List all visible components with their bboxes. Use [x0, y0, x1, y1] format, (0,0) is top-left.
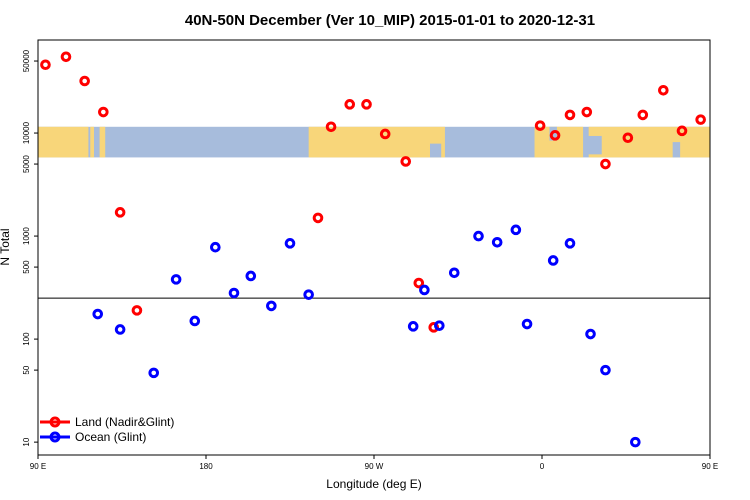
ocean-point [419, 284, 430, 296]
y-tick-label: 1000 [22, 227, 31, 245]
x-tick-label: 90 W [365, 462, 384, 471]
land-point [312, 212, 324, 224]
y-tick-label: 50 [22, 365, 31, 374]
ocean-point [114, 324, 126, 335]
ocean-point [521, 318, 533, 330]
water-caspian [672, 142, 681, 158]
land-japan [99, 126, 106, 158]
land-point [549, 130, 561, 141]
land-europe [534, 126, 584, 158]
axes: 90 E 180 90 W 0 90 E 10 50 100 500 1000 5000 10000 5… [22, 49, 718, 471]
legend: Land (Nadir&Glint) Ocean (Glint) [40, 415, 174, 444]
x-tick-label: 90 E [702, 462, 718, 471]
land-point [637, 109, 649, 121]
water-baltic [586, 135, 602, 155]
x-tick-label: 90 E [30, 462, 46, 471]
world-map-strip [38, 126, 710, 158]
land-point [534, 120, 546, 131]
x-axis-label: Longitude (deg E) [326, 477, 421, 491]
ocean-point [210, 241, 221, 253]
ocean-point [630, 436, 641, 448]
x-tick-label: 180 [199, 462, 213, 471]
ocean-point [473, 230, 484, 242]
ocean-point [245, 270, 257, 282]
land-point [658, 84, 669, 96]
ocean-point [228, 287, 240, 299]
land-point [131, 305, 143, 316]
land-point [98, 106, 109, 118]
land-point [40, 59, 51, 71]
y-tick-label: 10000 [22, 121, 31, 144]
land-eurasia [588, 126, 710, 158]
land-point [60, 51, 72, 63]
y-tick-label: 50000 [22, 49, 31, 72]
ocean-point [510, 224, 522, 236]
land-point [581, 106, 593, 118]
land-asia [38, 126, 89, 158]
chart-title: 40N-50N December (Ver 10_MIP) 2015-01-01… [185, 12, 595, 29]
land-point [361, 99, 372, 110]
ocean-point [284, 238, 296, 249]
land-point [676, 125, 688, 137]
y-tick-label: 5000 [22, 155, 31, 173]
ocean-point [266, 300, 277, 312]
y-axis-label: N Total [0, 228, 12, 265]
water-great-lakes [430, 143, 442, 158]
land-point [600, 158, 611, 170]
land-point [695, 114, 706, 125]
legend-land-label: Land (Nadir&Glint) [75, 415, 174, 429]
land-sakhalin [90, 126, 94, 158]
land-point [400, 156, 412, 167]
legend-ocean-label: Ocean (Glint) [75, 430, 146, 444]
land-point [622, 132, 634, 144]
ocean-point [585, 328, 596, 340]
x-tick-label: 0 [540, 462, 545, 471]
data-points [40, 51, 706, 448]
ocean-point [434, 320, 445, 331]
ocean-point [491, 237, 503, 248]
legend-ocean-marker [49, 431, 61, 443]
ocean-point [189, 315, 201, 327]
land-point [413, 277, 425, 289]
land-point [325, 121, 337, 133]
y-tick-label: 100 [22, 332, 31, 346]
ocean-point [148, 367, 160, 379]
ocean-point [303, 289, 314, 300]
land-point [79, 75, 90, 87]
ocean-point [600, 364, 611, 376]
land-point [564, 109, 576, 121]
ocean-point [547, 255, 559, 266]
plot-frame [37, 39, 711, 456]
ocean-point [92, 308, 104, 320]
y-tick-label: 500 [22, 260, 31, 274]
land-point [344, 99, 356, 110]
land-point [379, 128, 391, 140]
y-tick-label: 10 [22, 437, 31, 446]
ocean-point [564, 238, 576, 249]
ocean-point [448, 267, 460, 279]
ocean-point [170, 274, 182, 285]
land-point [114, 207, 126, 218]
legend-land-marker [49, 416, 61, 428]
ocean-point [407, 321, 419, 332]
